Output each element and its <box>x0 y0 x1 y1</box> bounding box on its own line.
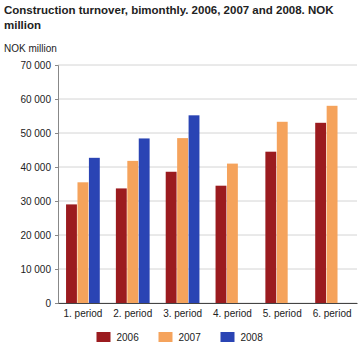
y-tick-label: 60 000 <box>20 94 51 105</box>
bar <box>77 182 88 303</box>
bar <box>227 164 238 303</box>
x-axis: 1. period 2. period 3. period 4. period 5. p… <box>59 303 358 319</box>
bar <box>139 138 150 303</box>
x-tick: 1. period <box>63 303 102 319</box>
y-tick: 30 000 <box>20 196 58 207</box>
x-tick: 2. period <box>113 303 152 319</box>
y-tick-mark <box>55 133 58 134</box>
legend-label: 2008 <box>241 332 264 343</box>
y-tick-mark <box>55 303 58 304</box>
bar <box>327 106 338 303</box>
title: Construction turnover, bimonthly. 2006, … <box>4 4 334 31</box>
x-tick: 4. period <box>213 303 252 319</box>
legend-label: 2006 <box>117 332 140 343</box>
grid-line <box>58 269 357 270</box>
bar <box>216 186 227 303</box>
y-tick: 0 <box>45 298 58 309</box>
bar <box>315 123 326 303</box>
bar <box>177 138 188 303</box>
y-axis-line <box>55 66 59 304</box>
x-tick-label: 6. period <box>313 308 352 319</box>
y-tick-mark <box>55 99 58 100</box>
grid-line <box>58 65 357 66</box>
y-tick-mark <box>55 269 58 270</box>
y-tick-label: 70 000 <box>20 60 51 71</box>
grid-line <box>58 303 357 304</box>
bar <box>189 115 200 303</box>
legend-swatch <box>221 332 235 342</box>
x-tick: 6. period <box>313 303 352 319</box>
y-tick-label: 30 000 <box>20 196 51 207</box>
y-tick-label: 50 000 <box>20 128 51 139</box>
y-tick-mark <box>55 167 58 168</box>
y-tick: 70 000 <box>20 60 58 71</box>
bar <box>277 122 288 303</box>
y-tick: 50 000 <box>20 128 58 139</box>
x-tick-label: 4. period <box>213 308 252 319</box>
x-tick-label: 2. period <box>113 308 152 319</box>
bar <box>66 204 77 303</box>
y-tick-label: 40 000 <box>20 162 51 173</box>
bar <box>166 172 177 303</box>
legend-swatch <box>159 332 173 342</box>
y-tick: 40 000 <box>20 162 58 173</box>
x-tick-label: 5. period <box>263 308 302 319</box>
legend-label: 2007 <box>179 332 202 343</box>
legend-swatch <box>97 332 111 342</box>
grid-line <box>58 235 357 236</box>
x-tick: 3. period <box>163 303 202 319</box>
y-tick: 20 000 <box>20 230 58 241</box>
y-tick-mark <box>55 201 58 202</box>
bar <box>89 158 100 303</box>
grid <box>58 65 357 303</box>
y-axis-title: NOK million <box>4 43 57 54</box>
bar <box>116 188 127 303</box>
x-tick: 5. period <box>263 303 302 319</box>
bar <box>127 161 138 303</box>
y-tick-label: 0 <box>45 298 51 309</box>
grid-line <box>58 99 357 100</box>
x-tick-label: 1. period <box>63 308 102 319</box>
legend: 2006 2007 2008 <box>97 332 264 343</box>
bars <box>66 106 337 303</box>
y-tick-mark <box>55 235 58 236</box>
x-tick-label: 3. period <box>163 308 202 319</box>
bar <box>265 152 276 303</box>
y-tick-mark <box>55 65 58 66</box>
chart: Construction turnover, bimonthly. 2006, … <box>0 0 363 363</box>
y-axis: 0 10 000 20 000 30 000 40 000 50 000 60 000 70 … <box>20 60 58 309</box>
y-tick: 10 000 <box>20 264 58 275</box>
y-tick-label: 10 000 <box>20 264 51 275</box>
y-tick-label: 20 000 <box>20 230 51 241</box>
x-axis-line <box>59 303 358 304</box>
y-tick: 60 000 <box>20 94 58 105</box>
grid-line <box>58 167 357 168</box>
grid-line <box>58 133 357 134</box>
grid-line <box>58 201 357 202</box>
